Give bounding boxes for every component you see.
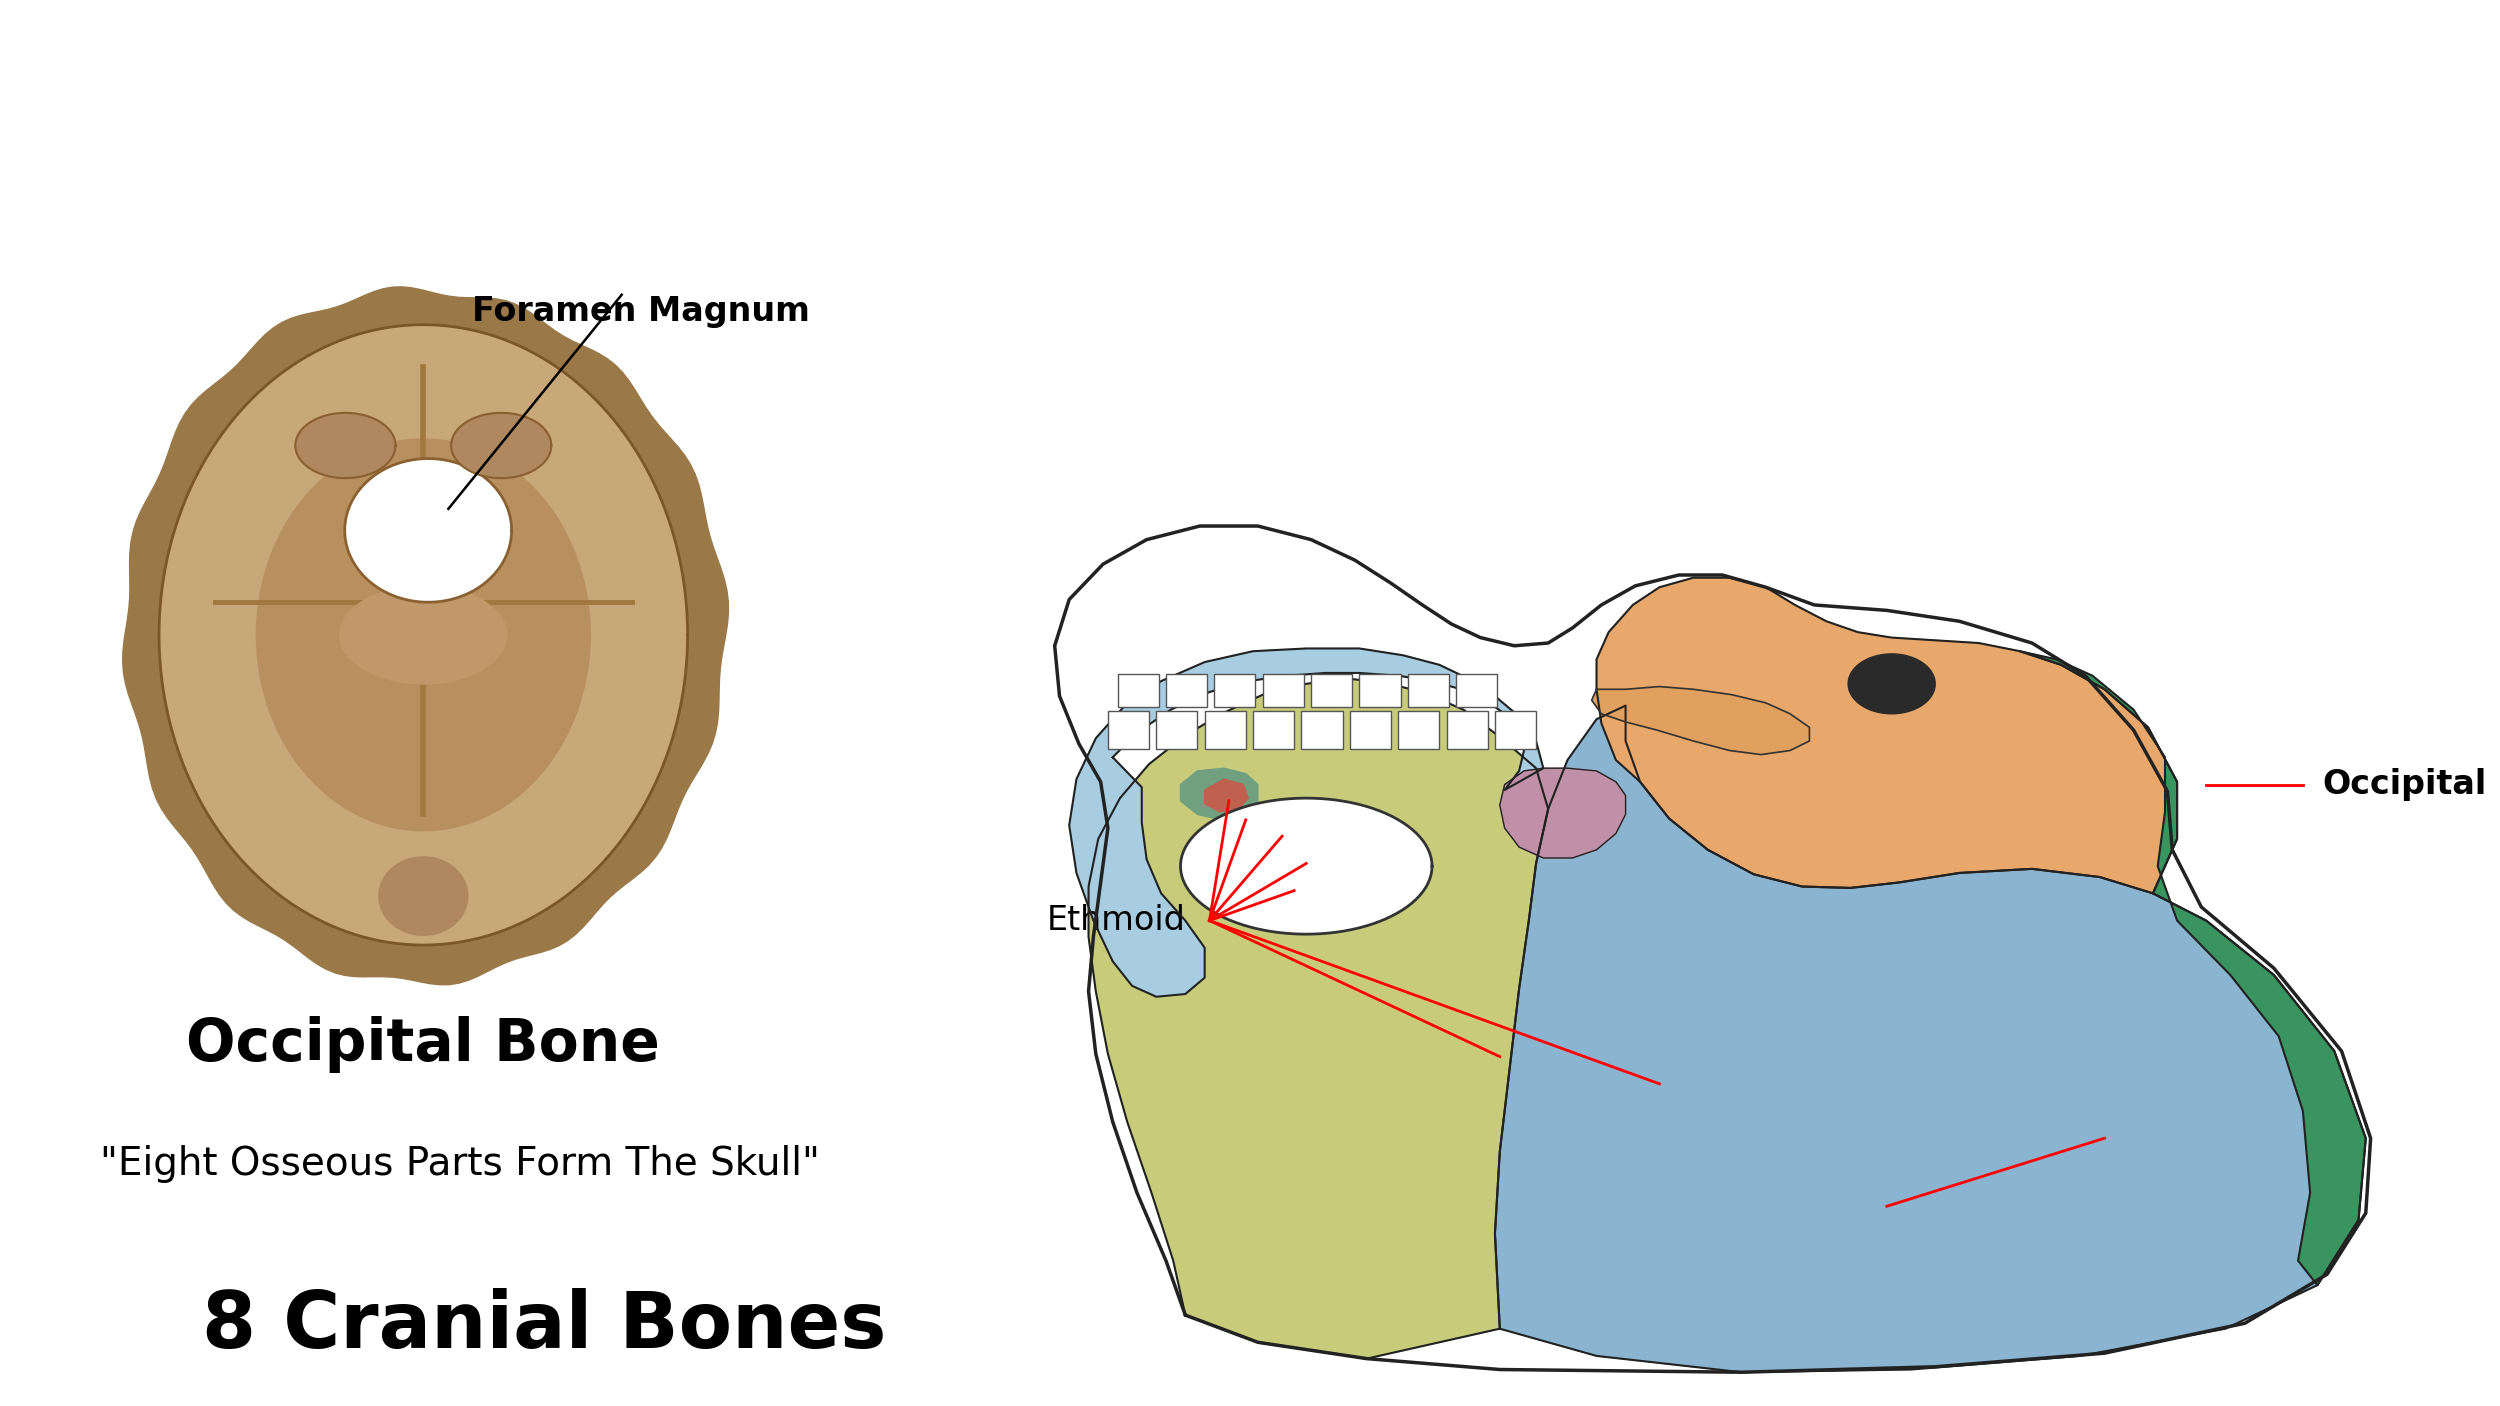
Polygon shape bbox=[1180, 799, 1432, 934]
Polygon shape bbox=[345, 458, 512, 602]
Bar bbox=[1360, 675, 1400, 707]
Text: "Eight Osseous Parts Form The Skull": "Eight Osseous Parts Form The Skull" bbox=[100, 1144, 820, 1182]
Polygon shape bbox=[258, 439, 590, 831]
Polygon shape bbox=[1598, 578, 2178, 893]
Bar bbox=[1302, 711, 1342, 749]
Polygon shape bbox=[1088, 679, 1548, 1358]
Bar bbox=[1108, 711, 1150, 749]
Bar bbox=[1350, 711, 1390, 749]
Polygon shape bbox=[1592, 686, 1810, 755]
Text: Ethmoid: Ethmoid bbox=[1048, 904, 1185, 936]
Bar bbox=[1398, 711, 1440, 749]
Polygon shape bbox=[295, 413, 395, 478]
Text: 8 Cranial Bones: 8 Cranial Bones bbox=[202, 1288, 887, 1364]
Polygon shape bbox=[1848, 654, 1935, 714]
Bar bbox=[1252, 711, 1295, 749]
Text: Occipital Bone: Occipital Bone bbox=[188, 1015, 660, 1073]
Polygon shape bbox=[1205, 779, 1248, 811]
Text: Occipital: Occipital bbox=[2322, 768, 2488, 801]
Text: Foramen Magnum: Foramen Magnum bbox=[472, 295, 810, 328]
Polygon shape bbox=[160, 325, 688, 945]
Bar bbox=[1165, 675, 1208, 707]
Bar bbox=[1262, 675, 1305, 707]
Bar bbox=[1407, 675, 1450, 707]
Polygon shape bbox=[122, 287, 728, 984]
Polygon shape bbox=[1070, 648, 1542, 997]
Bar bbox=[1455, 675, 1498, 707]
Polygon shape bbox=[1185, 679, 1475, 806]
Polygon shape bbox=[2020, 651, 2365, 1285]
Bar bbox=[1205, 711, 1245, 749]
Bar bbox=[1118, 675, 1158, 707]
Polygon shape bbox=[1495, 706, 2365, 1372]
Polygon shape bbox=[1500, 768, 1625, 858]
Polygon shape bbox=[450, 413, 552, 478]
Polygon shape bbox=[1180, 768, 1258, 820]
Polygon shape bbox=[380, 856, 468, 935]
Bar bbox=[1310, 675, 1352, 707]
Bar bbox=[1158, 711, 1198, 749]
Bar bbox=[1448, 711, 1488, 749]
Polygon shape bbox=[340, 586, 508, 683]
Bar bbox=[1215, 675, 1255, 707]
Bar bbox=[1495, 711, 1535, 749]
